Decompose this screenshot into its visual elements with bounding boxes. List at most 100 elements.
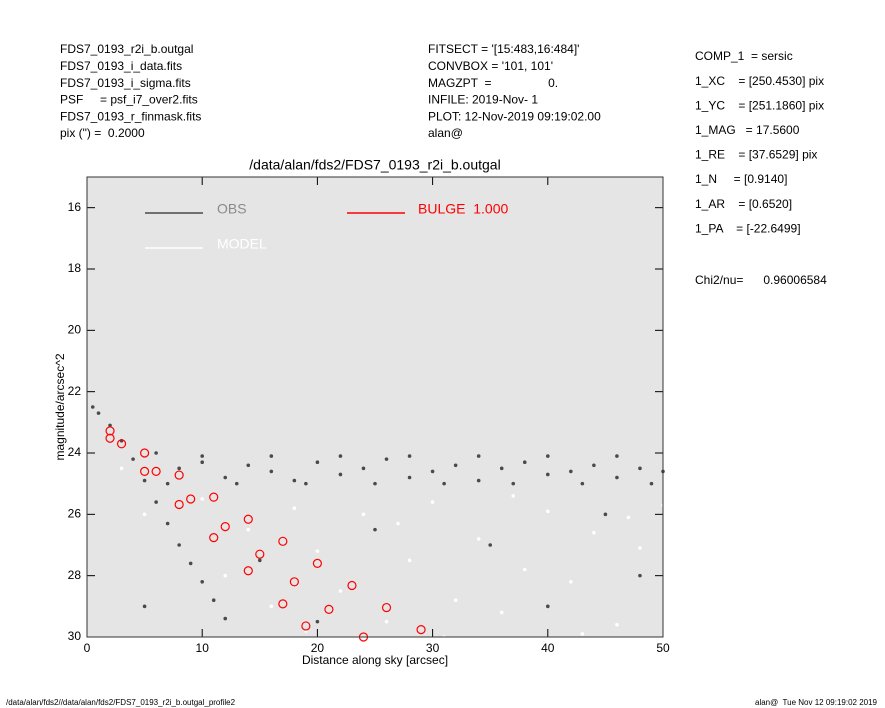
data-point [603,512,608,517]
y-tick-label: 18 [68,261,82,275]
data-point [347,580,357,591]
data-point [407,475,412,480]
data-point [200,460,204,465]
data-point [292,506,297,511]
data-point [151,466,161,476]
data-point [105,426,115,436]
data-point [569,580,573,584]
header-right-line: 1_RE = [37.6529] pix [695,148,817,162]
data-point [638,546,642,550]
data-point [430,469,435,474]
data-point [188,561,193,566]
data-point [200,497,204,501]
legend-label: MODEL [217,236,267,252]
data-point [381,602,392,613]
header-right-line: 1_YC = [251.1860] pix [695,98,824,112]
data-point [396,521,400,526]
footer-right: alan@ Tue Nov 12 09:19:02 2019 [755,698,878,707]
data-point [407,454,412,458]
data-point [211,598,216,602]
data-point [592,463,596,468]
data-point [234,481,239,486]
header-right-line: 1_MAG = 17.5600 [695,123,800,137]
data-point [315,619,320,624]
data-point [626,515,631,520]
data-point [580,481,585,486]
data-point [615,475,619,480]
data-point [255,549,265,559]
data-point [174,499,184,510]
data-point [546,454,550,458]
data-point [269,454,274,458]
data-point [453,598,458,602]
data-point [511,481,516,486]
data-point [384,619,389,624]
header-right-line: 1_N = [0.9140] [695,172,787,186]
y-tick-label: 16 [68,200,82,214]
data-point [476,478,481,483]
x-tick-label: 10 [196,641,210,655]
data-point [142,604,147,609]
data-point [223,573,228,578]
data-point [649,481,654,486]
data-point [315,460,320,465]
data-point [407,558,412,563]
data-point [292,478,297,483]
x-tick-label: 20 [311,641,325,655]
x-axis-label: Distance along sky [arcsec] [302,653,448,667]
data-point [209,492,219,502]
data-point [278,599,288,609]
data-point [373,527,377,532]
data-point [304,481,308,486]
data-point [278,536,288,546]
data-point [615,454,619,458]
y-tick-label: 22 [68,384,82,398]
y-tick-label: 30 [68,629,82,643]
data-point [453,463,458,468]
data-point [289,577,299,587]
data-point [142,478,147,483]
data-point [223,616,228,621]
data-point [638,466,642,471]
data-point [174,470,184,480]
y-tick-label: 28 [68,568,82,582]
data-point [384,457,389,461]
header-middle-line: INFILE: 2019-Nov- 1 [428,93,538,107]
data-point [108,423,112,428]
data-point [154,451,158,455]
chi2-text: Chi2/nu= 0.96006584 [695,273,827,287]
data-point [200,580,204,584]
data-point [312,558,322,569]
header-middle-line: PLOT: 12-Nov-2019 09:19:02.00 [428,109,601,123]
header-left-line: FDS7_0193_r_finmask.fits [60,109,201,123]
x-tick-label: 40 [541,641,555,655]
data-point [258,558,262,563]
data-point [315,549,320,553]
data-point [511,494,516,498]
data-point [96,411,101,415]
header-left-line: FDS7_0193_i_data.fits [60,59,182,73]
x-tick-label: 0 [84,641,91,655]
plot-frame [86,176,664,638]
header-right-line: 1_PA = [-22.6499] [695,221,801,235]
data-point [476,537,481,541]
header-middle-line: MAGZPT = 0. [428,76,558,90]
data-point [223,475,228,480]
y-axis-label: magnitude/arcsec^2 [53,353,67,460]
header-middle-line: alan@ [428,126,463,140]
data-point [177,543,181,547]
data-point [338,589,343,593]
data-point [142,512,147,517]
data-point [361,512,366,517]
data-point [177,466,181,471]
chart-title: /data/alan/fds2/FDS7_0193_r2i_b.outgal [249,157,500,173]
x-tick-label: 50 [656,641,670,655]
data-point [165,481,170,486]
header-right-line: 1_XC = [250.4530] pix [695,74,824,88]
data-point [488,543,493,547]
header-middle-line: CONVBOX = '101, 101' [428,59,553,73]
header-left-line: FDS7_0193_r2i_b.outgal [60,42,193,56]
data-point [615,622,619,627]
data-point [140,466,150,476]
